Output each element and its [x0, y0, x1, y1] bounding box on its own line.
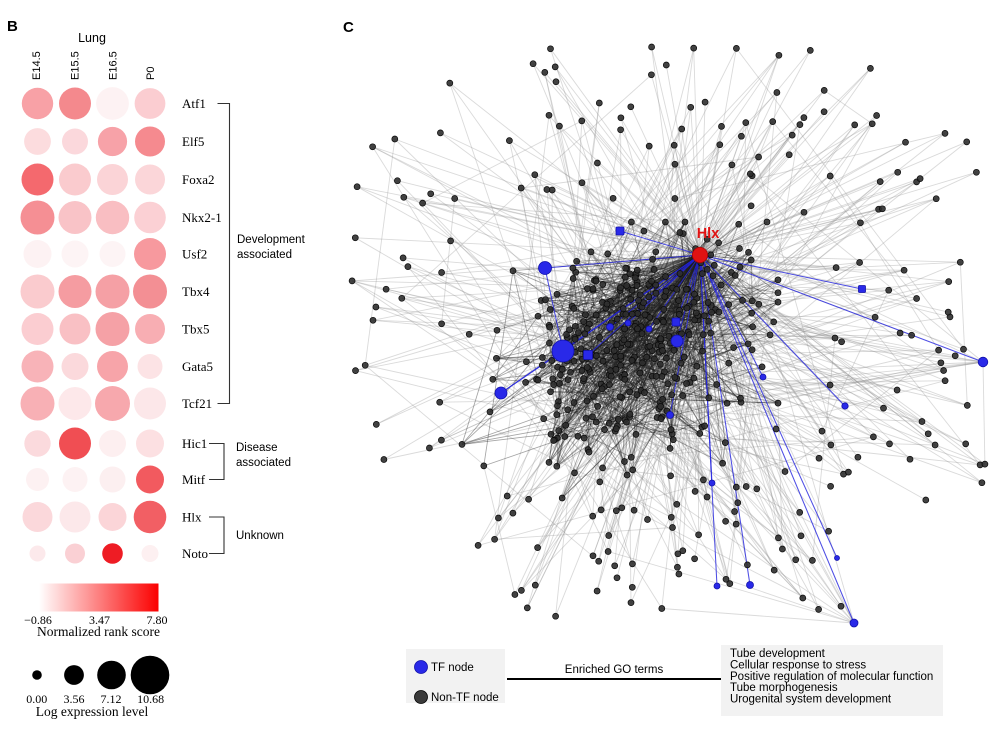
svg-text:Development: Development: [237, 234, 306, 246]
svg-text:Hic1: Hic1: [182, 436, 207, 451]
svg-text:Urogenital system development: Urogenital system development: [730, 694, 892, 706]
svg-text:7.80: 7.80: [147, 613, 168, 627]
svg-text:0.00: 0.00: [26, 692, 47, 706]
svg-text:Disease: Disease: [236, 442, 278, 454]
svg-text:Non-TF node: Non-TF node: [431, 692, 499, 704]
svg-text:E15.5: E15.5: [70, 51, 82, 80]
svg-text:E16.5: E16.5: [108, 51, 120, 80]
svg-text:Usf2: Usf2: [182, 247, 207, 262]
svg-text:Tube development: Tube development: [730, 648, 826, 660]
svg-text:Hlx: Hlx: [182, 510, 202, 525]
svg-text:associated: associated: [237, 249, 292, 261]
svg-text:C: C: [343, 19, 354, 36]
svg-text:Enriched GO terms: Enriched GO terms: [565, 664, 664, 676]
svg-text:Tcf21: Tcf21: [182, 396, 212, 411]
svg-text:Noto: Noto: [182, 546, 208, 561]
svg-text:7.12: 7.12: [101, 692, 122, 706]
svg-text:Positive regulation of molecul: Positive regulation of molecular functio…: [730, 671, 933, 683]
svg-text:Mitf: Mitf: [182, 472, 206, 487]
svg-text:Normalized rank score: Normalized rank score: [37, 624, 160, 639]
svg-text:Gata5: Gata5: [182, 359, 213, 374]
svg-text:Hlx: Hlx: [697, 226, 720, 242]
svg-text:Nkx2-1: Nkx2-1: [182, 210, 222, 225]
svg-text:Lung: Lung: [78, 31, 106, 45]
svg-text:Tube morphogenesis: Tube morphogenesis: [730, 682, 838, 694]
svg-text:3.56: 3.56: [64, 692, 85, 706]
svg-text:TF node: TF node: [431, 662, 474, 674]
svg-text:3.47: 3.47: [89, 613, 110, 627]
svg-text:Foxa2: Foxa2: [182, 172, 215, 187]
svg-text:Log expression level: Log expression level: [36, 704, 149, 719]
svg-text:P0: P0: [145, 67, 157, 80]
svg-text:−0.86: −0.86: [24, 613, 52, 627]
svg-text:Tbx5: Tbx5: [182, 322, 209, 337]
svg-text:associated: associated: [236, 457, 291, 469]
svg-text:10.68: 10.68: [137, 692, 164, 706]
svg-text:Cellular response to stress: Cellular response to stress: [730, 659, 866, 671]
svg-text:Elf5: Elf5: [182, 134, 204, 149]
svg-text:E14.5: E14.5: [31, 51, 43, 80]
svg-text:B: B: [7, 18, 18, 35]
svg-text:Atf1: Atf1: [182, 96, 206, 111]
svg-text:Unknown: Unknown: [236, 530, 284, 542]
svg-text:Tbx4: Tbx4: [182, 284, 210, 299]
